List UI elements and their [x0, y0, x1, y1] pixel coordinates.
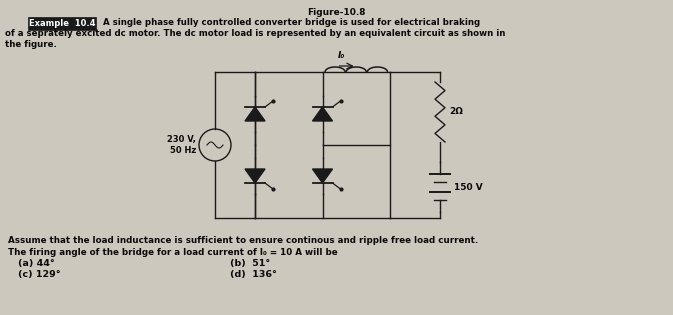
Text: Assume that the load inductance is sufficient to ensure continous and ripple fre: Assume that the load inductance is suffi… — [8, 236, 479, 245]
Text: 150 V: 150 V — [454, 182, 483, 192]
Text: Example  10.4: Example 10.4 — [29, 19, 96, 28]
Polygon shape — [245, 107, 265, 121]
Text: (b)  51°: (b) 51° — [230, 259, 271, 268]
Polygon shape — [245, 169, 265, 183]
Text: of a seprately excited dc motor. The dc motor load is represented by an equivale: of a seprately excited dc motor. The dc … — [5, 29, 505, 38]
FancyBboxPatch shape — [28, 17, 96, 30]
Text: 230 V,
50 Hz: 230 V, 50 Hz — [167, 135, 196, 155]
Text: The firing angle of the bridge for a load current of I₀ = 10 A will be: The firing angle of the bridge for a loa… — [8, 248, 338, 257]
Text: the figure.: the figure. — [5, 40, 57, 49]
Text: 2Ω: 2Ω — [449, 107, 463, 117]
Text: (a) 44°: (a) 44° — [18, 259, 55, 268]
Text: Figure-10.8: Figure-10.8 — [307, 8, 365, 17]
Text: I₀: I₀ — [338, 51, 345, 60]
Text: A single phase fully controlled converter bridge is used for electrical braking: A single phase fully controlled converte… — [103, 18, 480, 27]
Text: (c) 129°: (c) 129° — [18, 270, 61, 279]
Polygon shape — [312, 169, 332, 183]
Polygon shape — [312, 107, 332, 121]
Text: (d)  136°: (d) 136° — [230, 270, 277, 279]
